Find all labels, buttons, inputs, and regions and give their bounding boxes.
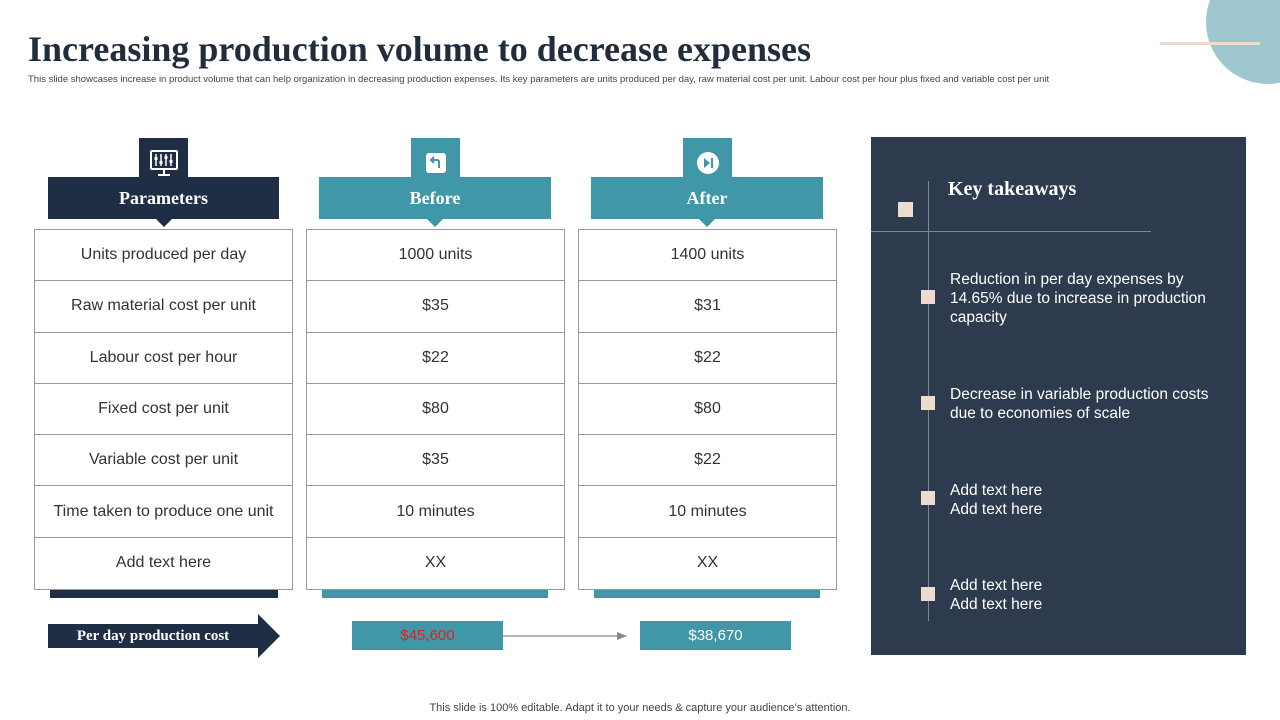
after-bottom-bar — [594, 588, 820, 598]
table-cell: Raw material cost per unit — [35, 281, 292, 333]
takeaway-item: Add text here Add text here — [950, 577, 1043, 613]
table-cell: Add text here — [115, 554, 212, 572]
after-header: After — [591, 177, 823, 227]
table-cell: Units produced per day — [35, 230, 292, 282]
after-table: 1400 units $31 $22 $80 $22 10 minutes XX — [578, 229, 837, 591]
square-bullet-icon — [921, 290, 935, 304]
production-cost-after: $38,670 — [640, 621, 791, 650]
table-cell: Fixed cost per unit — [35, 384, 292, 436]
takeaway-item: Add text here Add text here — [950, 482, 1043, 518]
square-bullet-icon — [921, 396, 935, 410]
table-cell: $22 — [307, 333, 564, 384]
table-cell: $35 — [307, 435, 564, 487]
production-cost-arrow-shape — [48, 614, 280, 658]
table-cell: 1000 units — [307, 230, 564, 282]
table-cell: $22 — [579, 435, 836, 487]
table-cell: $31 — [579, 281, 836, 333]
before-table: 1000 units $35 $22 $80 $35 10 minutes XX — [306, 229, 565, 591]
table-cell: $80 — [307, 384, 564, 436]
parameters-bottom-bar — [50, 588, 278, 598]
takeaway-item: Reduction in per day expenses by 14.65% … — [950, 271, 1206, 326]
takeaways-title: Key takeaways — [948, 178, 1077, 200]
arrow-right-icon — [503, 632, 627, 640]
before-bottom-bar — [322, 588, 548, 598]
decorative-line — [1160, 42, 1260, 45]
before-header: Before — [319, 177, 551, 227]
table-cell: 10 minutes — [307, 486, 564, 538]
table-cell: XX — [696, 554, 719, 572]
footer-note: This slide is 100% editable. Adapt it to… — [429, 702, 851, 714]
table-cell: $35 — [307, 281, 564, 333]
divider — [871, 231, 1151, 232]
table-cell: 10 minutes — [579, 486, 836, 538]
parameters-table: Units produced per day Raw material cost… — [34, 229, 293, 591]
table-cell: Time taken to produce one unit — [35, 486, 292, 538]
production-cost-before: $45,600 — [352, 621, 503, 650]
square-bullet-icon — [921, 491, 935, 505]
square-bullet-icon — [898, 202, 913, 217]
table-cell: Labour cost per hour — [35, 333, 292, 384]
production-cost-label: Per day production cost — [76, 627, 230, 644]
page-title: Increasing production volume to decrease… — [28, 29, 811, 69]
page-subtitle: This slide showcases increase in product… — [28, 74, 1050, 85]
table-cell: XX — [424, 554, 447, 572]
table-cell: $22 — [579, 333, 836, 384]
takeaway-item: Decrease in variable production costs du… — [950, 386, 1209, 422]
table-cell: 1400 units — [579, 230, 836, 282]
square-bullet-icon — [921, 587, 935, 601]
parameters-header: Parameters — [48, 177, 279, 227]
table-cell: $80 — [579, 384, 836, 436]
key-takeaways-panel: Key takeaways Reduction in per day expen… — [871, 137, 1246, 655]
table-cell: Variable cost per unit — [35, 435, 292, 487]
